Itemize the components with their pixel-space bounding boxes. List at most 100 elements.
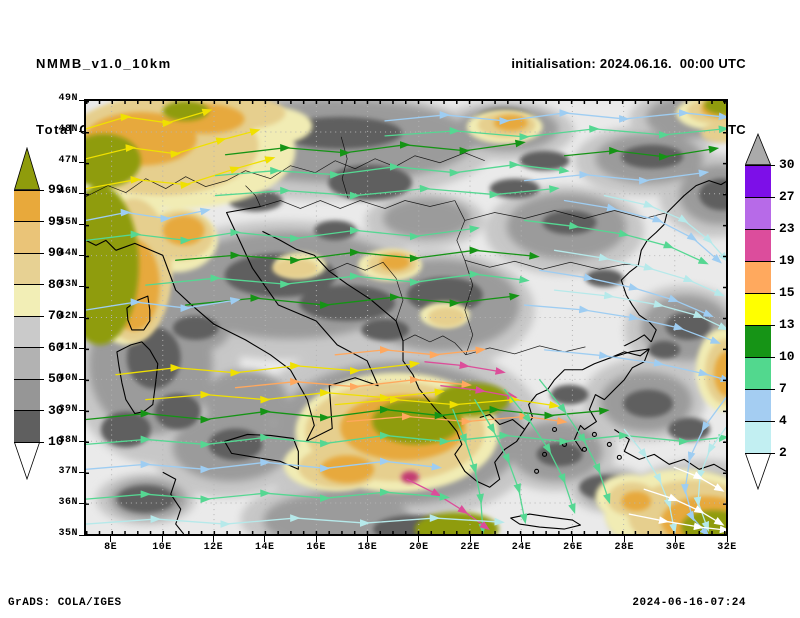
- colorbar-label: 80: [48, 276, 64, 292]
- lat-tick: [79, 503, 85, 505]
- lon-tick: [315, 536, 317, 542]
- colorbar-label: 10: [48, 434, 64, 449]
- lat-label: 46N: [58, 186, 78, 198]
- colorbar-segment: [14, 221, 40, 253]
- colorbar-label: 2: [779, 445, 787, 460]
- colorbar-boundary: [14, 252, 44, 254]
- lon-tick: [675, 536, 677, 542]
- cloud-scale-arrow-top: [14, 147, 40, 190]
- lat-tick: [79, 441, 85, 443]
- colorbar-segment: [14, 316, 40, 348]
- colorbar-label: 30: [48, 402, 64, 418]
- lat-label: 36N: [58, 496, 78, 508]
- colorbar-boundary: [14, 221, 44, 222]
- lon-tick: [623, 536, 625, 542]
- lon-label: 12E: [203, 542, 224, 553]
- lon-label: 10E: [152, 542, 172, 553]
- colorbar-segment: [14, 190, 40, 222]
- frame-minor-ticks: [86, 101, 726, 534]
- colorbar-boundary: [14, 441, 44, 443]
- lon-tick: [418, 536, 420, 542]
- lat-tick: [79, 192, 85, 194]
- colorbar-segment: [745, 261, 771, 293]
- colorbar-boundary: [745, 260, 775, 262]
- colorbar-boundary: [745, 452, 775, 454]
- colorbar-segment: [14, 379, 40, 411]
- colorbar-boundary: [745, 292, 775, 294]
- wind-scale-arrow-bottom: [745, 453, 771, 490]
- lat-label: 41N: [58, 341, 78, 353]
- wind-scale-colorbar: 30 27 23 19 15 13 10 7 4 2: [745, 133, 795, 490]
- cloud-scale-colorbar: 99 95 90 80 70 60 50 30 10: [14, 147, 64, 480]
- colorbar-label: 23: [779, 221, 795, 236]
- colorbar-label: 95: [48, 213, 64, 229]
- colorbar-boundary: [745, 388, 775, 390]
- lat-label: 40N: [58, 372, 78, 384]
- colorbar-label: 30: [779, 157, 795, 172]
- colorbar-boundary: [745, 164, 775, 166]
- lon-label: 18E: [357, 542, 378, 553]
- lat-tick: [79, 285, 85, 287]
- lat-label: 39N: [58, 403, 78, 415]
- lat-tick: [79, 130, 85, 132]
- colorbar-segment: [14, 284, 40, 316]
- colorbar-label: 7: [779, 381, 787, 396]
- colorbar-boundary: [14, 315, 44, 317]
- footer-grads: GrADS: COLA/IGES: [8, 597, 122, 609]
- colorbar-boundary: [14, 284, 44, 285]
- lat-label: 48N: [58, 124, 78, 136]
- colorbar-boundary: [14, 410, 44, 411]
- colorbar-label: 10: [779, 349, 795, 364]
- map-frame: [84, 99, 728, 536]
- lon-label: 32E: [717, 542, 737, 553]
- lon-tick: [521, 536, 523, 542]
- colorbar-label: 60: [48, 339, 64, 355]
- lon-tick: [726, 536, 728, 542]
- colorbar-label: 15: [779, 285, 795, 300]
- colorbar-segment: [745, 421, 771, 453]
- lon-tick: [572, 536, 574, 542]
- lat-label: 44N: [58, 248, 78, 260]
- lon-tick: [110, 536, 112, 542]
- lon-label: 30E: [665, 542, 686, 553]
- lon-label: 26E: [563, 542, 583, 553]
- lat-tick: [79, 317, 85, 318]
- lat-label: 45N: [58, 217, 78, 229]
- lon-tick: [161, 536, 163, 542]
- colorbar-label: 50: [48, 371, 64, 386]
- colorbar-label: 99: [48, 182, 64, 197]
- lat-tick: [79, 379, 85, 381]
- lat-tick: [79, 472, 85, 474]
- lat-tick: [79, 223, 85, 225]
- lon-label: 20E: [409, 542, 429, 553]
- lat-tick: [79, 534, 85, 536]
- colorbar-label: 4: [779, 413, 787, 428]
- lat-label: 38N: [58, 434, 78, 446]
- colorbar-segment: [14, 410, 40, 442]
- lat-label: 35N: [58, 528, 78, 539]
- lon-label: 8E: [104, 542, 118, 553]
- colorbar-boundary: [745, 420, 775, 422]
- colorbar-segment: [745, 357, 771, 389]
- cloud-shading-crimson-spot: [401, 471, 419, 484]
- colorbar-boundary: [745, 228, 775, 230]
- colorbar-segment: [745, 229, 771, 261]
- colorbar-boundary: [745, 356, 775, 358]
- lon-label: 16E: [306, 542, 326, 553]
- init-time: initialisation: 2024.06.16. 00:00 UTC: [511, 56, 746, 71]
- colorbar-segment: [745, 389, 771, 421]
- lat-label: 37N: [58, 465, 78, 477]
- colorbar-boundary: [14, 189, 44, 191]
- lon-label: 22E: [460, 542, 480, 553]
- lat-tick: [79, 99, 85, 101]
- wind-scale-arrow-top: [745, 133, 771, 165]
- colorbar-segment: [745, 325, 771, 357]
- lon-label: 24E: [511, 542, 532, 553]
- colorbar-segment: [14, 347, 40, 379]
- streamlines-layer: [86, 108, 726, 534]
- lat-label: 47N: [58, 155, 78, 167]
- colorbar-boundary: [745, 196, 775, 198]
- lon-label: 14E: [254, 542, 275, 553]
- colorbar-boundary: [745, 324, 775, 326]
